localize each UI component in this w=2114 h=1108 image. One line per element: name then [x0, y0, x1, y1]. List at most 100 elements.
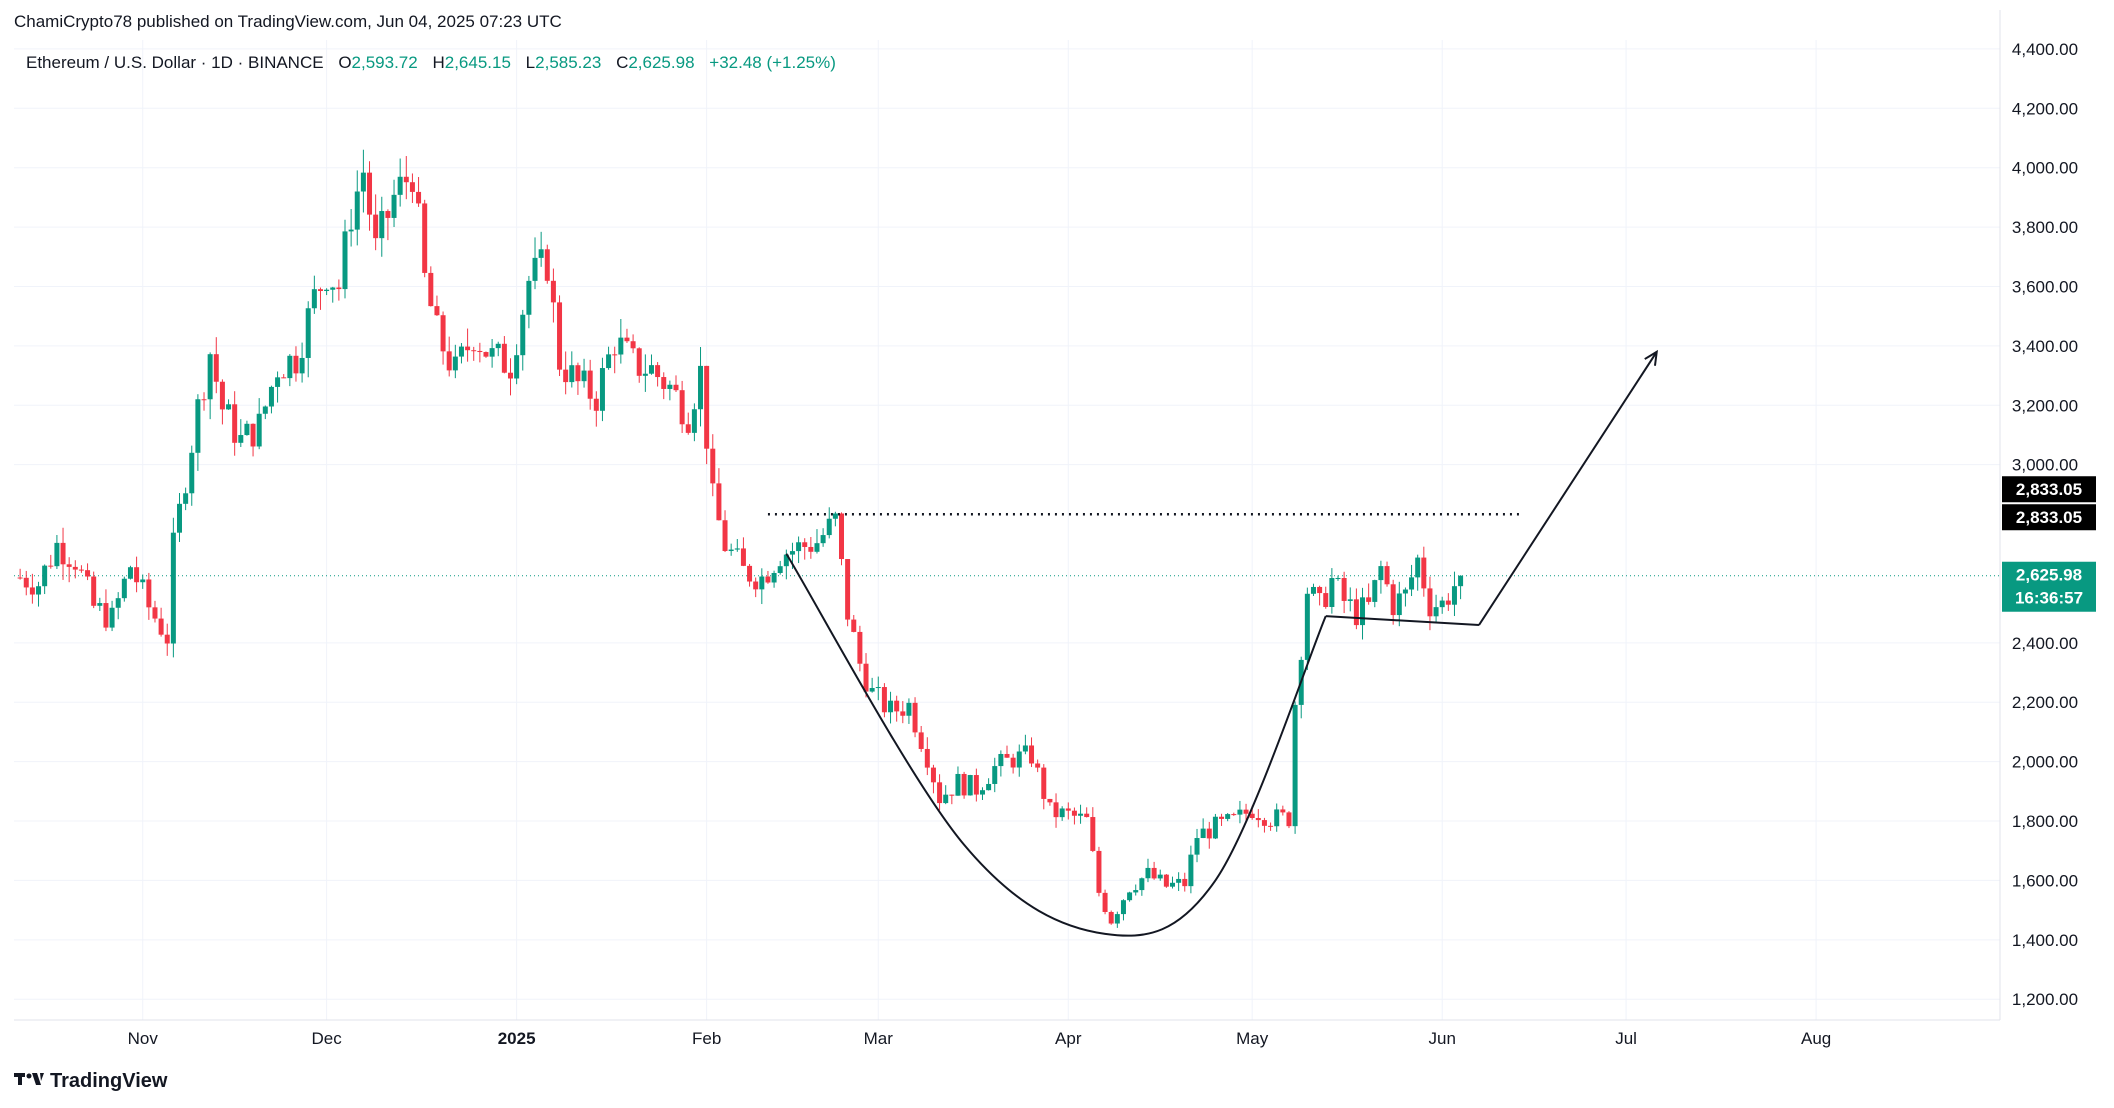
- candle-down: [1384, 566, 1390, 585]
- projection-arrow-head: [1644, 349, 1658, 366]
- price-tick-label: 3,400.00: [2012, 337, 2078, 356]
- candle-down: [1035, 763, 1041, 768]
- projection-arrow: [1478, 351, 1658, 626]
- candle-up: [1396, 593, 1402, 616]
- candle-down: [1004, 753, 1010, 758]
- candle-down: [48, 565, 54, 567]
- candle-up: [1022, 745, 1028, 752]
- candle-down: [78, 569, 84, 571]
- time-tick-label: May: [1236, 1029, 1269, 1048]
- candle-up: [1360, 597, 1366, 626]
- candle-down: [152, 607, 158, 619]
- candle-down: [1071, 810, 1077, 816]
- candle-up: [1329, 578, 1335, 607]
- candle-down: [1096, 850, 1102, 893]
- close-label: C: [616, 53, 629, 72]
- candle-up: [1157, 874, 1163, 879]
- candle-down: [1261, 820, 1267, 826]
- open-value: 2,593.72: [351, 53, 418, 72]
- candle-down: [17, 577, 23, 579]
- candle-down: [1280, 809, 1286, 813]
- candle-down: [685, 424, 691, 433]
- time-tick-label: 2025: [498, 1029, 536, 1048]
- candle-up: [311, 289, 317, 309]
- candle-down: [367, 172, 373, 215]
- candle-up: [1145, 867, 1151, 879]
- candle-down: [103, 603, 109, 628]
- candle-up: [538, 249, 544, 258]
- candle-up: [1078, 813, 1084, 816]
- candle-up: [1335, 578, 1341, 580]
- candle-up: [287, 355, 293, 379]
- price-tick-label: 1,400.00: [2012, 931, 2078, 950]
- candle-down: [722, 520, 728, 552]
- candle-down: [1268, 825, 1274, 827]
- candle-down: [924, 748, 930, 768]
- low-label: L: [525, 53, 536, 72]
- change-value: +32.48 (+1.25%): [709, 53, 836, 72]
- candle-up: [348, 229, 354, 232]
- candle-down: [477, 350, 483, 353]
- candle-up: [514, 355, 520, 379]
- candle-up: [177, 503, 182, 533]
- candle-down: [1163, 874, 1169, 887]
- candle-up: [54, 542, 60, 567]
- candle-up: [998, 753, 1004, 767]
- candle-up: [97, 603, 103, 606]
- candle-up: [728, 549, 734, 552]
- price-tick-label: 2,400.00: [2012, 634, 2078, 653]
- candle-down: [1427, 588, 1433, 617]
- candle-up: [226, 404, 232, 410]
- candle-down: [1390, 584, 1396, 616]
- candle-down: [1029, 745, 1035, 764]
- candle-up: [734, 548, 740, 550]
- footer-brand[interactable]: TradingView: [14, 1070, 167, 1093]
- candle-down: [158, 618, 164, 635]
- candle-down: [575, 365, 581, 382]
- price-tick-label: 1,200.00: [2012, 990, 2078, 1009]
- symbol-title[interactable]: Ethereum / U.S. Dollar · 1D · BINANCE: [26, 53, 324, 72]
- candle-down: [1341, 578, 1347, 601]
- candle-down: [679, 390, 685, 425]
- time-tick-label: Mar: [864, 1029, 894, 1048]
- candle-up: [606, 354, 612, 369]
- candle-up: [268, 386, 274, 407]
- price-tick-label: 2,200.00: [2012, 693, 2078, 712]
- candle-up: [127, 567, 133, 579]
- candle-down: [704, 365, 710, 449]
- candle-down: [219, 381, 225, 410]
- candle-up: [391, 194, 397, 218]
- resistance-badge-label: 2,833.05: [2016, 508, 2082, 527]
- price-tick-label: 3,800.00: [2012, 218, 2078, 237]
- candle-up: [379, 211, 385, 239]
- candle-up: [121, 578, 127, 599]
- price-tick-label: 3,600.00: [2012, 277, 2078, 296]
- candle-down: [839, 513, 844, 560]
- candle-down: [1249, 813, 1255, 818]
- candle-down: [1231, 814, 1237, 816]
- candle-down: [673, 384, 679, 391]
- candle-down: [912, 702, 918, 733]
- candle-down: [973, 775, 979, 795]
- candle-down: [428, 272, 434, 307]
- candle-down: [612, 354, 618, 356]
- candle-up: [814, 543, 820, 552]
- candle-up: [869, 688, 875, 692]
- candle-down: [1243, 809, 1249, 814]
- candle-up: [771, 572, 777, 583]
- candle-down: [72, 566, 78, 570]
- candle-up: [1372, 580, 1378, 602]
- candle-up: [1451, 586, 1457, 605]
- time-tick-label: Nov: [128, 1029, 159, 1048]
- candle-down: [1286, 812, 1292, 827]
- candle-up: [581, 370, 587, 382]
- time-tick-label: Dec: [311, 1029, 342, 1048]
- candle-down: [961, 773, 967, 796]
- candle-down: [446, 351, 452, 371]
- candle-down: [232, 404, 238, 443]
- candle-down: [1206, 828, 1212, 839]
- candle-up: [452, 356, 458, 371]
- candle-down: [753, 581, 759, 590]
- time-tick-label: Jul: [1615, 1029, 1637, 1048]
